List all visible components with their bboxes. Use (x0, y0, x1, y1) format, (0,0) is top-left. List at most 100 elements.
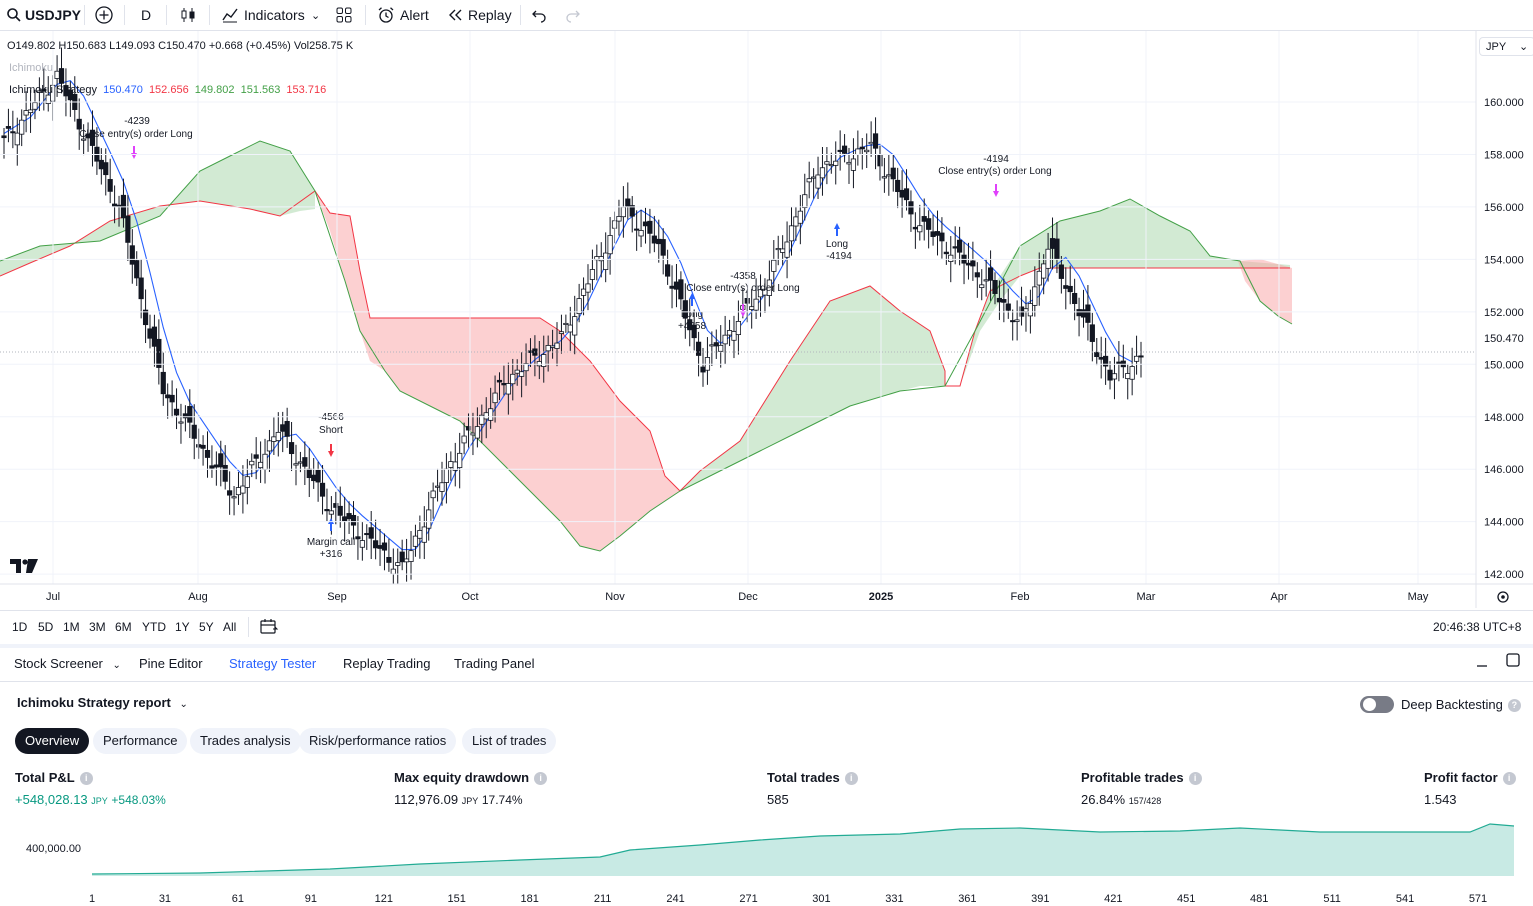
chart-type-button[interactable] (179, 0, 197, 30)
subtab-list-of-trades[interactable]: List of trades (462, 728, 557, 754)
settings-gear-icon[interactable] (1497, 591, 1509, 603)
info-icon[interactable]: i (844, 772, 858, 785)
replay-button[interactable]: Replay (447, 0, 512, 30)
candle (695, 331, 702, 377)
candle (1138, 341, 1144, 378)
tab-stock-screener[interactable]: Stock Screener ⌄ (14, 647, 121, 681)
candle-body (735, 321, 742, 336)
tab-strategy-tester[interactable]: Strategy Tester (229, 656, 317, 671)
price-chart[interactable]: -4239 Close entry(s) order Long -4566 Short… (0, 31, 1533, 608)
candle-body (359, 540, 365, 548)
candle-body (731, 331, 737, 341)
candle-body (514, 369, 520, 374)
redo-button[interactable] (565, 0, 581, 30)
ichimoku-indicator-label[interactable]: Ichimoku (9, 62, 54, 74)
info-icon[interactable]: ? (1507, 699, 1521, 712)
metric-max-drawdown-value: 112,976.09 JPY 17.74% (394, 792, 523, 807)
info-icon[interactable]: i (79, 772, 93, 785)
candle (1067, 265, 1073, 305)
currency-label: JPY (1486, 41, 1506, 53)
candle-body (439, 482, 445, 492)
subtab-performance[interactable]: Performance (93, 728, 188, 754)
currency-selector[interactable]: JPY ⌄ (1479, 37, 1533, 56)
range-6m[interactable]: 6M (115, 620, 132, 634)
clock-timezone[interactable]: 20:46:38 UTC+8 (1433, 620, 1522, 634)
candle (81, 124, 87, 156)
chart-canvas[interactable]: -4239 Close entry(s) order Long -4566 Short… (0, 31, 1533, 608)
candle (235, 472, 242, 505)
candle (881, 157, 888, 193)
range-1y[interactable]: 1Y (175, 620, 190, 634)
equity-x-tick: 541 (1396, 893, 1414, 905)
candle (1, 127, 7, 159)
price-tick-label: 142.000 (1484, 569, 1524, 581)
subtab-trades-analysis[interactable]: Trades analysis (190, 728, 301, 754)
range-1m[interactable]: 1M (63, 620, 80, 634)
candle-body (722, 334, 728, 345)
equity-curve-chart[interactable]: 400,000.00 1 31 61 91 121 151 181 211 241 271 301 3… (0, 812, 1533, 906)
candle-body (1085, 304, 1091, 323)
candle-body (656, 238, 662, 245)
equity-x-tick: 151 (448, 893, 466, 905)
candle-body (156, 338, 162, 368)
range-5y[interactable]: 5Y (199, 620, 214, 634)
candle-body (939, 232, 945, 242)
minimize-panel-button[interactable] (1475, 647, 1489, 681)
toolbar-divider (166, 5, 167, 25)
candle (178, 403, 184, 444)
candle (399, 539, 405, 571)
metric-total-pnl-value: +548,028.13 JPY +548.03% (15, 792, 166, 807)
equity-x-tick: 31 (159, 893, 171, 905)
candle (1010, 309, 1016, 341)
compare-symbol-button[interactable] (94, 0, 114, 30)
candle (788, 206, 795, 256)
candle-body (687, 319, 693, 331)
candle (824, 147, 830, 185)
range-ytd[interactable]: YTD (142, 620, 166, 634)
candle-body (421, 526, 427, 543)
symbol-search[interactable]: USDJPY (6, 0, 81, 30)
info-icon[interactable]: i (1502, 772, 1516, 785)
deep-backtesting-toggle[interactable] (1360, 696, 1394, 713)
candle-body (846, 161, 852, 165)
candle (1072, 278, 1078, 321)
go-to-date-button[interactable] (259, 618, 279, 638)
range-1d[interactable]: 1D (12, 620, 28, 634)
candle-body (576, 298, 582, 315)
range-all[interactable]: All (223, 620, 237, 634)
candle (585, 264, 591, 311)
tab-replay-trading[interactable]: Replay Trading (343, 656, 431, 671)
candle (660, 228, 666, 275)
subtab-overview[interactable]: Overview (15, 728, 90, 754)
leading-span-b-value: 153.716 (286, 84, 327, 96)
candle (222, 445, 228, 490)
info-icon[interactable]: i (1188, 772, 1202, 785)
indicators-dropdown[interactable]: ⌄ (311, 0, 320, 30)
alert-button[interactable]: Alert (377, 0, 429, 30)
candle-body (465, 426, 472, 431)
layout-button[interactable] (335, 0, 353, 30)
interval-button[interactable]: D (141, 0, 151, 30)
candle (970, 241, 976, 281)
range-3m[interactable]: 3M (89, 620, 106, 634)
range-5d[interactable]: 5D (38, 620, 54, 634)
candle-body (567, 324, 573, 333)
info-icon[interactable]: i (534, 772, 548, 785)
tab-pine-editor[interactable]: Pine Editor (139, 656, 203, 671)
candle (1125, 363, 1131, 400)
maximize-panel-button[interactable] (1505, 647, 1521, 681)
report-title-dropdown[interactable]: Ichimoku Strategy report ⌄ (17, 695, 188, 710)
subtab-risk-performance-ratios[interactable]: Risk/performance ratios (299, 728, 457, 754)
candle (187, 389, 193, 439)
chevron-down-icon: ⌄ (311, 9, 321, 22)
tab-trading-panel[interactable]: Trading Panel (454, 656, 535, 671)
candle-body (974, 272, 980, 278)
strategy-legend[interactable]: Ichimoku Strategy 150.470 152.656 149.80… (9, 84, 326, 96)
candle-body (368, 527, 374, 539)
candle (125, 195, 131, 261)
candle-body (996, 297, 1003, 303)
indicators-button[interactable]: Indicators (221, 0, 305, 30)
candle (457, 432, 463, 489)
undo-button[interactable] (531, 0, 547, 30)
candle-body (457, 452, 463, 469)
